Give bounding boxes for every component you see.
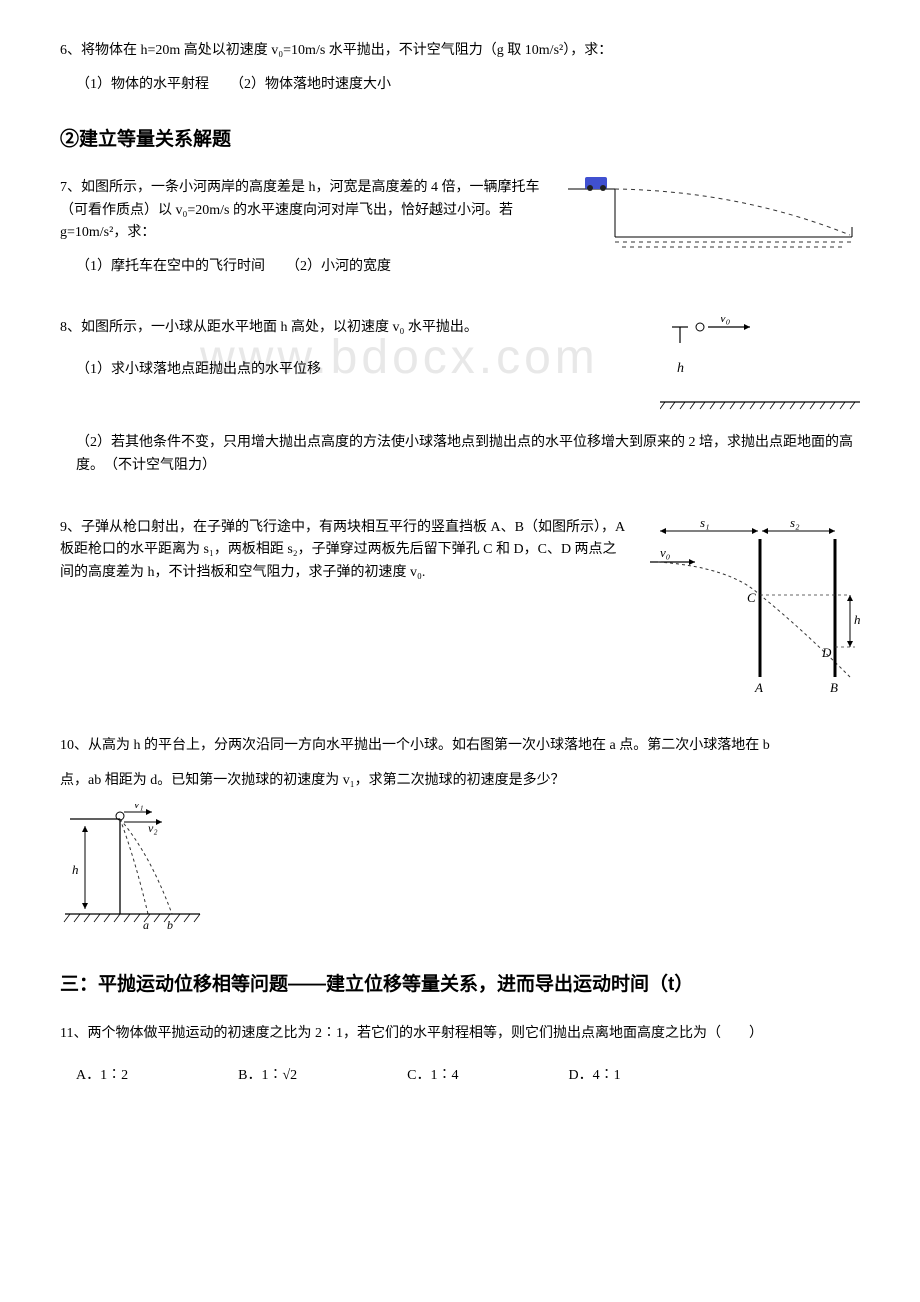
h-label-9: h [854, 612, 860, 627]
page-container: 6、将物体在 h=20m 高处以初速度 v₀=10m/s 水平抛出，不计空气阻力… [60, 40, 860, 1088]
problem-7: 7、如图所示，一条小河两岸的高度差是 h，河宽是高度差的 4 倍，一辆摩托车（可… [60, 177, 860, 287]
problem-10-figure: v₁ v₂ h a b [60, 804, 860, 942]
problem-10-text1: 10、从高为 h 的平台上，分两次沿同一方向水平抛出一个小球。如右图第一次小球落… [60, 735, 860, 757]
section-heading-3: 三：平抛运动位移相等问题——建立位移等量关系，进而导出运动时间（t） [60, 970, 860, 1000]
v1-label: v₁ [134, 804, 144, 811]
h-label-10: h [72, 862, 79, 877]
problem-8-figure: v₀ h [660, 317, 860, 420]
problem-7-figure [560, 177, 860, 265]
b-label: b [167, 918, 173, 932]
B-label: B [830, 680, 838, 695]
problem-11: 11、两个物体做平抛运动的初速度之比为 2∶1，若它们的水平射程相等，则它们抛出… [60, 1023, 860, 1088]
s2-label: s₂ [790, 517, 800, 530]
h-label: h [677, 361, 684, 376]
option-d: D．4∶1 [569, 1065, 621, 1087]
v0-label-9: v₀ [660, 545, 670, 560]
section-heading-2: ②建立等量关系解题 [60, 125, 860, 155]
s1-label: s₁ [700, 517, 710, 530]
problem-10: 10、从高为 h 的平台上，分两次沿同一方向水平抛出一个小球。如右图第一次小球落… [60, 735, 860, 942]
motorcycle-river-diagram [560, 177, 860, 257]
platform-throw-diagram: v₁ v₂ h a b [60, 804, 210, 934]
v0-label: v₀ [720, 317, 730, 325]
problem-8-subq2: （2）若其他条件不变，只用增大抛出点高度的方法使小球落地点到抛出点的水平位移增大… [76, 432, 860, 477]
problem-6-subq: （1）物体的水平射程 （2）物体落地时速度大小 [76, 74, 860, 96]
option-a: A．1∶2 [76, 1065, 128, 1087]
v2-label: v₂ [148, 821, 158, 835]
problem-11-options: A．1∶2 B．1∶√2 C．1∶4 D．4∶1 [76, 1065, 860, 1087]
option-b: B．1∶√2 [238, 1065, 297, 1087]
problem-6: 6、将物体在 h=20m 高处以初速度 v₀=10m/s 水平抛出，不计空气阻力… [60, 40, 860, 97]
D-label: D [821, 645, 832, 660]
ball-throw-diagram: v₀ h [660, 317, 860, 412]
bullet-boards-diagram: s₁ s₂ v₀ A B C D [640, 517, 860, 697]
problem-9: www.bdocx.com s₁ s₂ v₀ A [60, 517, 860, 705]
C-label: C [747, 590, 756, 605]
problem-8: v₀ h 8、如图所示，一小球从距水平地面 h 高处，以初速度 v₀ 水平抛出。… [60, 317, 860, 477]
A-label: A [754, 680, 763, 695]
a-label: a [143, 918, 149, 932]
problem-10-text2: 点，ab 相距为 d。已知第一次抛球的初速度为 v₁，求第二次抛球的初速度是多少… [60, 770, 860, 792]
problem-11-text: 11、两个物体做平抛运动的初速度之比为 2∶1，若它们的水平射程相等，则它们抛出… [60, 1023, 860, 1045]
problem-6-text: 6、将物体在 h=20m 高处以初速度 v₀=10m/s 水平抛出，不计空气阻力… [60, 40, 860, 62]
option-c: C．1∶4 [407, 1065, 458, 1087]
problem-9-figure: s₁ s₂ v₀ A B C D [640, 517, 860, 705]
